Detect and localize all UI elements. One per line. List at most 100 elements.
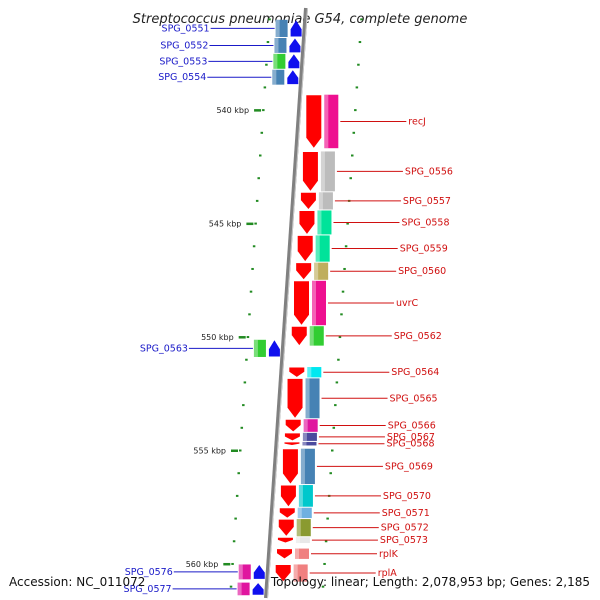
tick-mark [341, 290, 345, 293]
gene-label: SPG_0573 [380, 535, 428, 546]
gene-block-shine [295, 537, 300, 544]
gene-block [302, 441, 317, 446]
gene-label: SPG_0564 [391, 367, 439, 378]
gene-label: uvrC [396, 298, 419, 309]
gene-label: SPG_0577 [124, 584, 172, 595]
major-tick-mark [238, 336, 246, 339]
tick-mark [337, 358, 340, 361]
tick-mark [351, 154, 354, 157]
tick-mark [334, 404, 337, 407]
major-tick-mark [246, 222, 254, 226]
gene-block [302, 432, 317, 441]
backbone-highlight [267, 7, 308, 599]
gene-block-shine [305, 378, 310, 419]
gene-block-shine [293, 564, 298, 582]
gene-block-shine [274, 38, 279, 53]
tick-mark [263, 86, 267, 89]
gene-block [274, 38, 287, 53]
tick-mark [262, 109, 265, 112]
cds-arrow [300, 192, 316, 209]
tick-mark [248, 313, 251, 316]
gene-label: SPG_0558 [401, 217, 449, 228]
gene-block [295, 548, 309, 559]
gene-label: SPG_0571 [382, 508, 430, 519]
tick-mark [235, 494, 239, 497]
gene-block [307, 367, 322, 378]
cds-arrow [306, 95, 322, 148]
gene-block-shine [315, 235, 320, 262]
tick-mark [231, 562, 234, 565]
tick-mark [340, 313, 343, 316]
tick-mark [254, 222, 257, 225]
tick-mark [251, 267, 254, 270]
genome-summary-text: Topology: linear; Length: 2,078,953 bp; … [270, 575, 590, 589]
gene-label: SPG_0563 [140, 343, 188, 354]
tick-mark [234, 517, 237, 520]
cds-arrow [291, 326, 307, 346]
cds-arrow [252, 583, 264, 595]
cds-arrow [284, 433, 300, 441]
gene-block [298, 485, 313, 507]
gene-label: rplA [378, 568, 398, 579]
tick-mark [331, 449, 334, 452]
gene-block-shine [324, 94, 329, 149]
gene-label: SPG_0569 [385, 461, 433, 472]
tick-mark [249, 290, 253, 293]
gene-block [293, 564, 308, 582]
tick-label: 540 kbp [216, 106, 249, 115]
gene-label: SPG_0572 [381, 523, 429, 534]
tick-mark [324, 540, 328, 543]
tick-label: 550 kbp [201, 333, 234, 342]
cds-arrow [279, 508, 295, 518]
cds-arrow [302, 151, 318, 191]
gene-label: SPG_0576 [125, 567, 173, 578]
gene-block [272, 69, 285, 85]
tick-mark [329, 472, 332, 475]
gene-label: recJ [408, 116, 426, 127]
tick-mark [332, 426, 336, 429]
gene-block-shine [302, 441, 307, 446]
tick-mark [265, 63, 268, 66]
tick-mark [323, 562, 326, 565]
tick-mark [343, 267, 346, 270]
tick-mark [346, 222, 349, 225]
gene-block-shine [302, 432, 307, 441]
tick-mark [260, 131, 264, 134]
gene-block-shine [307, 367, 312, 378]
gene-block-shine [272, 69, 277, 85]
tick-mark [349, 177, 352, 180]
cds-arrow [282, 449, 298, 484]
gene-block [317, 210, 332, 235]
gene-label: SPG_0568 [386, 439, 434, 450]
cds-arrow [296, 263, 312, 280]
cds-arrow [284, 442, 300, 445]
cds-arrow [277, 549, 292, 559]
cds-arrow [297, 235, 313, 262]
gene-block-shine [309, 326, 314, 346]
tick-mark [321, 585, 325, 588]
tick-mark [246, 336, 250, 339]
cds-arrow [280, 485, 296, 507]
gene-block [297, 507, 312, 519]
gene-block [238, 564, 251, 580]
tick-mark [237, 472, 240, 475]
gene-block-shine [318, 192, 323, 210]
gene-block-shine [320, 151, 325, 192]
gene-block [318, 192, 333, 210]
gene-label: SPG_0551 [162, 23, 210, 34]
tick-mark [268, 18, 271, 21]
cds-arrow [299, 210, 315, 234]
scale-ticks: 540 kbp 545 kbp 550 kbp 555 kbp 560 kbp [186, 18, 363, 588]
tick-mark [354, 109, 357, 112]
tick-mark [360, 18, 363, 21]
gene-block-shine [298, 485, 303, 507]
gene-label: SPG_0556 [405, 166, 453, 177]
tick-mark [229, 585, 233, 588]
cds-arrow [287, 378, 303, 418]
tick-mark [243, 381, 247, 384]
tick-mark [239, 449, 242, 452]
gene-features [237, 19, 339, 596]
gene-block-shine [300, 448, 305, 485]
backbone-line [264, 7, 308, 599]
